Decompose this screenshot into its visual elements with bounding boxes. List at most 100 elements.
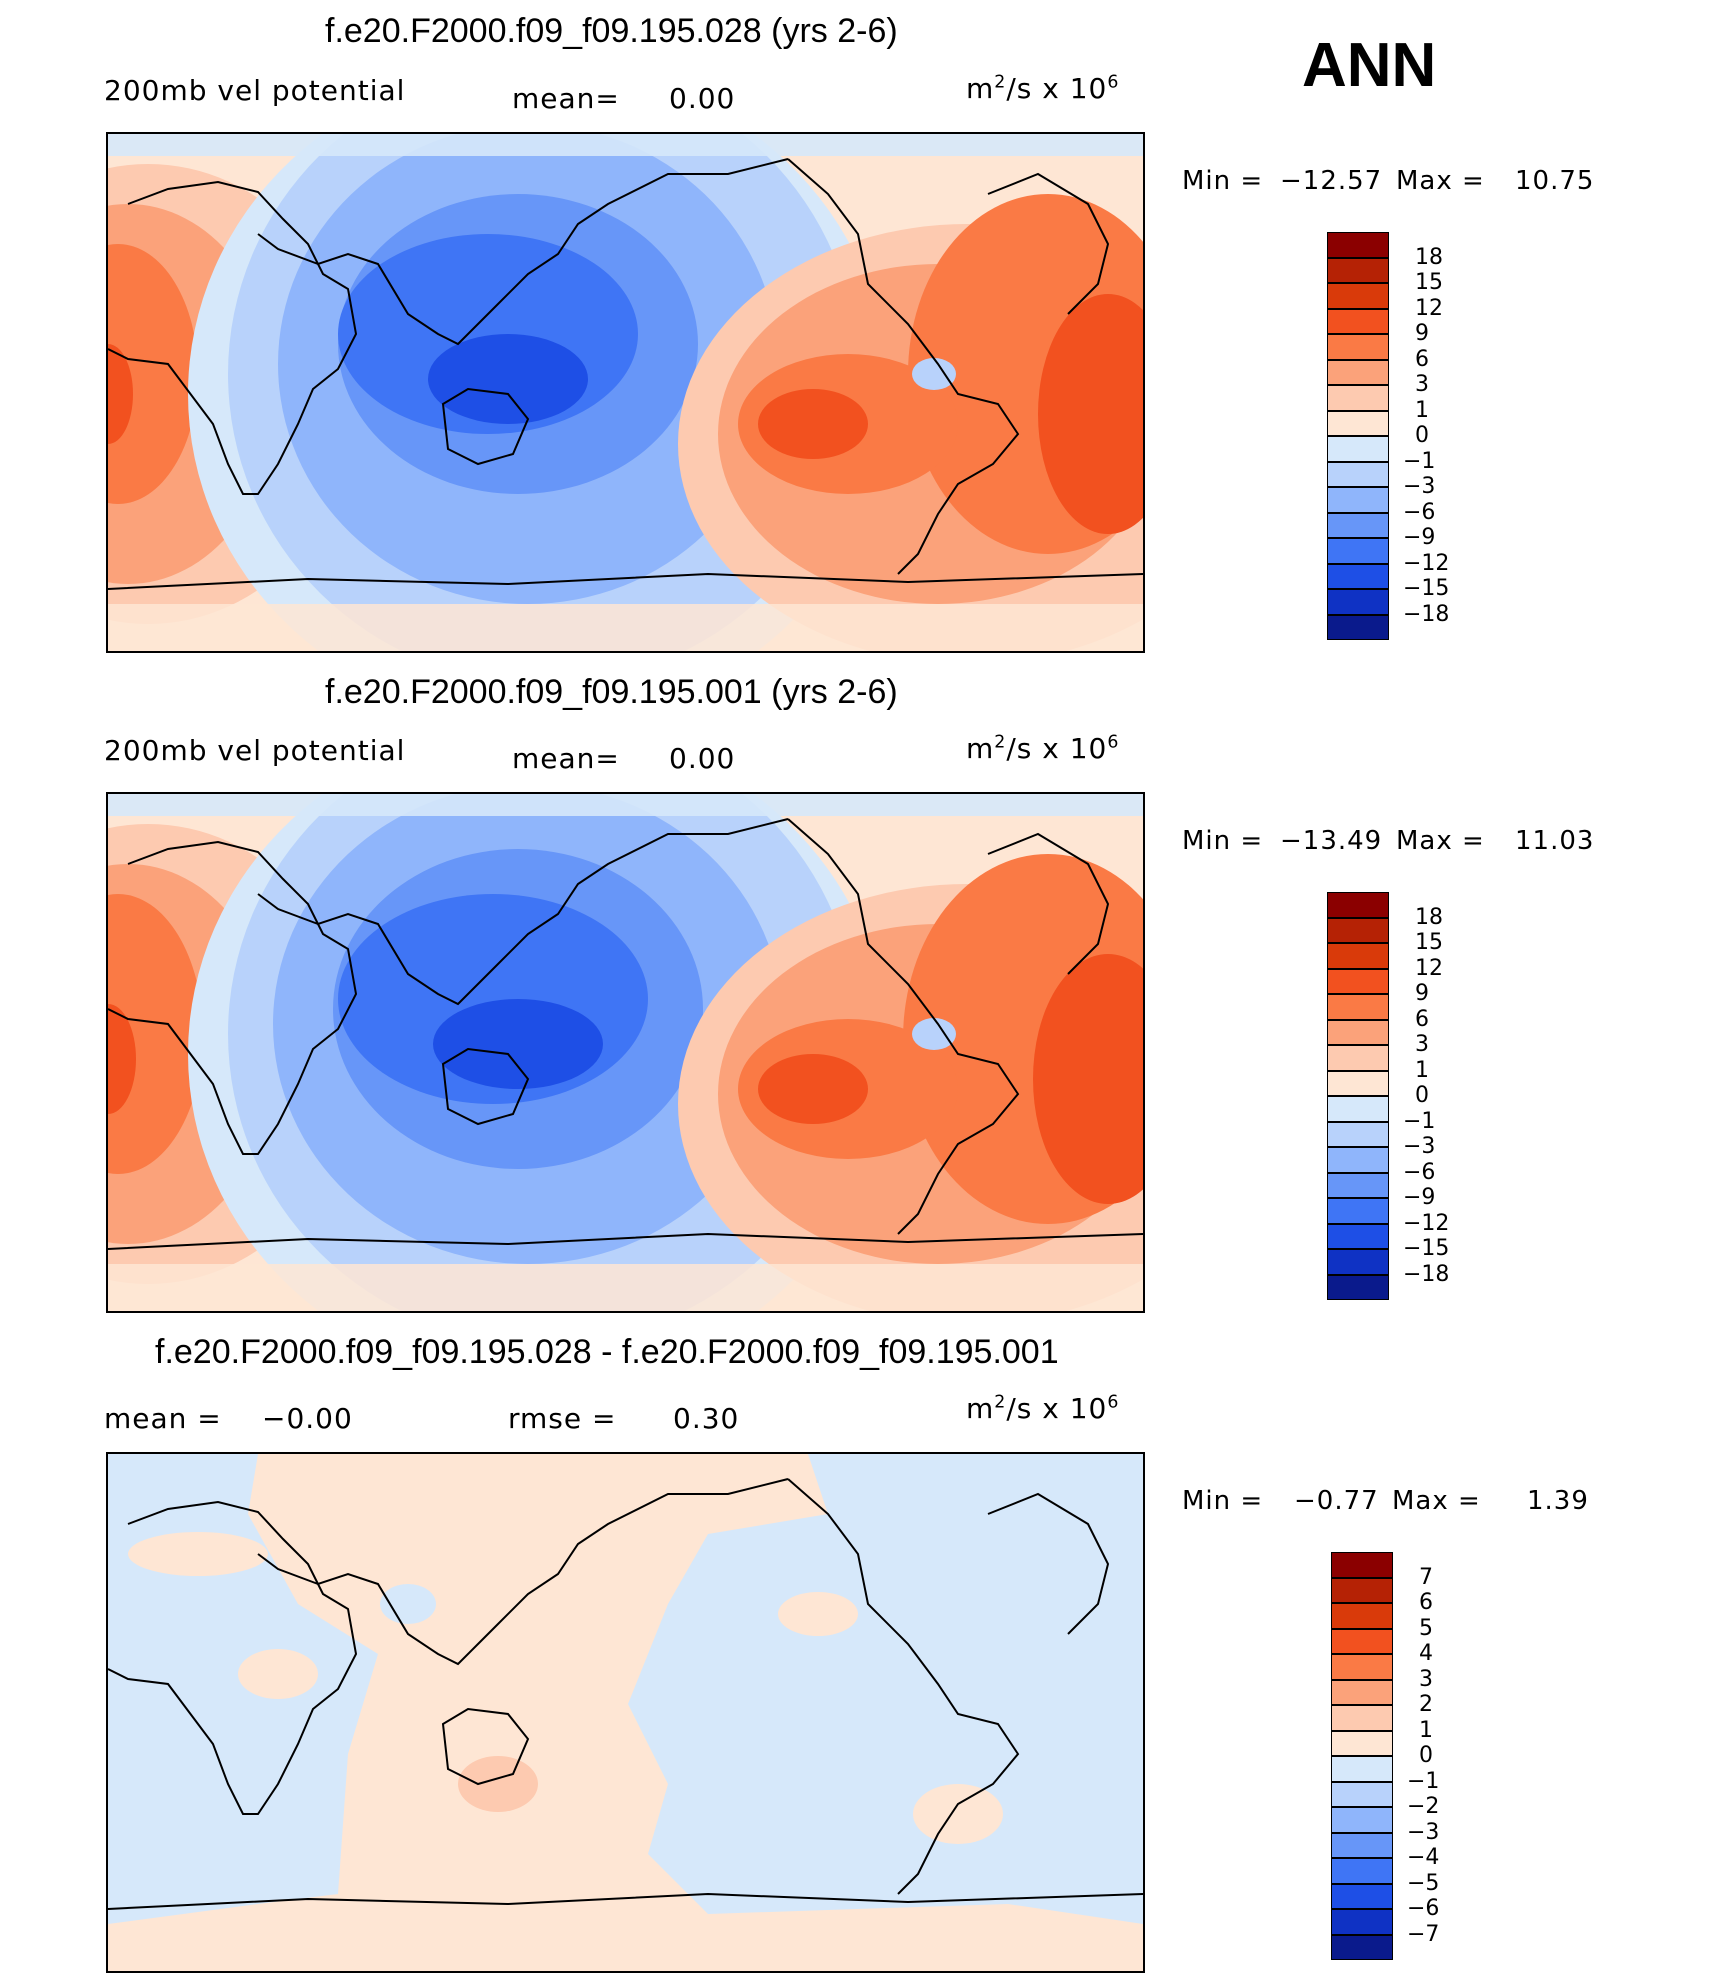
colorbar-swatch xyxy=(1327,614,1389,640)
colorbar-swatch xyxy=(1327,461,1389,487)
colorbar-tick-label: 0 xyxy=(1415,423,1429,448)
panel-2-min-value: −13.49 xyxy=(1280,826,1383,856)
colorbar-tick-label: −3 xyxy=(1403,1134,1436,1159)
panel-1-contour-map xyxy=(108,134,1143,651)
colorbar-tick-label: 12 xyxy=(1415,955,1443,981)
panel-2-variable-label: 200mb vel potential xyxy=(104,734,406,767)
colorbar-swatch xyxy=(1327,1096,1389,1122)
colorbar-tick-label: 6 xyxy=(1419,1590,1433,1615)
colorbar-tick-label: −18 xyxy=(1403,601,1450,627)
panel-2-contour-map xyxy=(108,794,1143,1311)
colorbar-tick-label: 9 xyxy=(1415,981,1429,1006)
colorbar-swatch xyxy=(1327,1274,1389,1300)
colorbar-tick-label: −3 xyxy=(1403,474,1436,499)
panel-3-rmse-label: rmse = xyxy=(508,1402,617,1435)
colorbar-tick-label: −6 xyxy=(1403,499,1436,525)
colorbar-tick-label: 1 xyxy=(1415,397,1429,423)
colorbar-tick-label: 6 xyxy=(1415,1006,1429,1032)
panel-3-max-label: Max = xyxy=(1392,1486,1481,1516)
panel-3-rmse-value: 0.30 xyxy=(673,1402,740,1435)
colorbar-tick-label: 3 xyxy=(1419,1666,1433,1692)
colorbar-tick-label: 18 xyxy=(1415,904,1443,930)
colorbar-swatch xyxy=(1331,1552,1393,1578)
colorbar-swatch xyxy=(1327,232,1389,258)
colorbar-tick-label: 0 xyxy=(1415,1083,1429,1108)
colorbar-tick-label: 18 xyxy=(1415,244,1443,270)
panel-1-mean-value: 0.00 xyxy=(669,82,736,115)
colorbar-swatch xyxy=(1331,1832,1393,1858)
colorbar-tick-label: 2 xyxy=(1419,1692,1433,1717)
colorbar-tick-label: 12 xyxy=(1415,295,1443,321)
colorbar-swatch xyxy=(1327,994,1389,1020)
colorbar-swatch xyxy=(1327,283,1389,309)
colorbar-swatch xyxy=(1327,487,1389,513)
colorbar-swatch xyxy=(1331,1781,1393,1807)
colorbar-swatch xyxy=(1327,308,1389,334)
colorbar-swatch xyxy=(1327,436,1389,462)
colorbar-tick-label: −15 xyxy=(1403,1236,1450,1261)
colorbar-tick-label: −18 xyxy=(1403,1261,1450,1287)
colorbar-swatch xyxy=(1331,1883,1393,1909)
colorbar-swatch xyxy=(1327,512,1389,538)
colorbar-tick-label: −9 xyxy=(1403,525,1436,550)
panel-3-map xyxy=(106,1452,1145,1973)
colorbar-swatch xyxy=(1327,589,1389,615)
colorbar-tick-label: 6 xyxy=(1415,346,1429,372)
panel-2-mean-value: 0.00 xyxy=(669,742,736,775)
colorbar-tick-label: 0 xyxy=(1419,1743,1433,1768)
colorbar-tick-label: −12 xyxy=(1403,550,1450,576)
panel-2-min-label: Min = xyxy=(1182,826,1264,856)
panel-3-units: m2/s x 106 xyxy=(966,1392,1120,1425)
colorbar-swatch xyxy=(1327,538,1389,564)
panel-3-contour-map xyxy=(108,1454,1143,1971)
colorbar-tick-label: −6 xyxy=(1403,1159,1436,1185)
colorbar-swatch xyxy=(1331,1756,1393,1782)
colorbar-tick-label: 1 xyxy=(1419,1717,1433,1743)
colorbar-tick-label: −4 xyxy=(1407,1845,1440,1870)
colorbar-tick-label: 7 xyxy=(1419,1564,1433,1590)
colorbar-swatch xyxy=(1327,1121,1389,1147)
colorbar-swatch xyxy=(1327,1249,1389,1275)
panel-2-max-label: Max = xyxy=(1396,826,1485,856)
colorbar-tick-label: −2 xyxy=(1407,1794,1440,1819)
colorbar-swatch xyxy=(1327,1198,1389,1224)
colorbar-swatch xyxy=(1327,943,1389,969)
colorbar-swatch xyxy=(1327,1019,1389,1045)
panel-3-mean-value: −0.00 xyxy=(262,1402,353,1435)
colorbar-swatch xyxy=(1327,334,1389,360)
colorbar-swatch xyxy=(1331,1858,1393,1884)
colorbar-tick-label: −7 xyxy=(1407,1921,1440,1947)
colorbar-tick-label: −1 xyxy=(1403,448,1436,474)
colorbar-swatch xyxy=(1327,1172,1389,1198)
panel-1-title: f.e20.F2000.f09_f09.195.028 (yrs 2-6) xyxy=(325,12,898,50)
panel-1-mean-label: mean= xyxy=(512,82,620,115)
colorbar-swatch xyxy=(1327,917,1389,943)
colorbar-swatch xyxy=(1331,1705,1393,1731)
colorbar-swatch xyxy=(1331,1934,1393,1960)
colorbar-swatch xyxy=(1331,1577,1393,1603)
season-label: ANN xyxy=(1302,31,1437,100)
colorbar-tick-label: −5 xyxy=(1407,1870,1440,1896)
panel-3-title: f.e20.F2000.f09_f09.195.028 - f.e20.F200… xyxy=(155,1333,1059,1371)
colorbar-swatch xyxy=(1327,563,1389,589)
colorbar-tick-label: −1 xyxy=(1407,1768,1440,1794)
colorbar-tick-label: −12 xyxy=(1403,1210,1450,1236)
panel-3-min-value: −0.77 xyxy=(1294,1486,1379,1516)
colorbar-swatch xyxy=(1327,1070,1389,1096)
colorbar-swatch xyxy=(1331,1628,1393,1654)
colorbar-swatch xyxy=(1331,1603,1393,1629)
panel-2-title: f.e20.F2000.f09_f09.195.001 (yrs 2-6) xyxy=(325,673,898,711)
colorbar-swatch xyxy=(1331,1679,1393,1705)
panel-2-units: m2/s x 106 xyxy=(966,732,1120,765)
colorbar-tick-label: 3 xyxy=(1415,372,1429,397)
colorbar-tick-label: 15 xyxy=(1415,270,1443,295)
colorbar-swatch xyxy=(1327,892,1389,918)
colorbar-swatch xyxy=(1327,968,1389,994)
colorbar-swatch xyxy=(1331,1909,1393,1935)
colorbar-tick-label: 4 xyxy=(1419,1641,1433,1666)
colorbar-tick-label: 3 xyxy=(1415,1032,1429,1057)
panel-2-map xyxy=(106,792,1145,1313)
panel-3-min-label: Min = xyxy=(1182,1486,1264,1516)
panel-3-mean-label: mean = xyxy=(104,1402,222,1435)
colorbar-swatch xyxy=(1327,1147,1389,1173)
